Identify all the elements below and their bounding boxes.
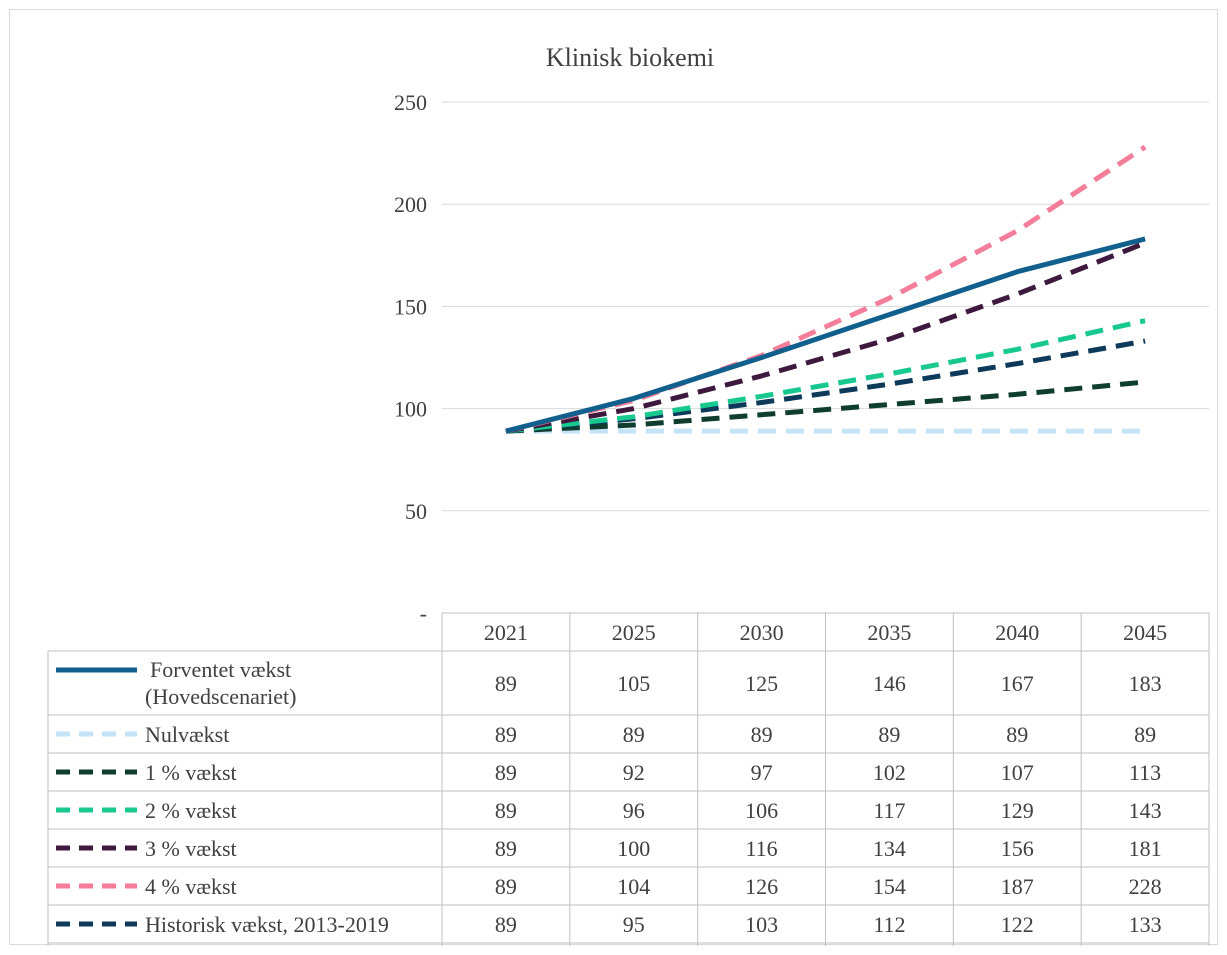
data-label: 92 [623,760,645,785]
data-label: 89 [495,836,517,861]
series-lines [505,144,1147,434]
y-tick-label: - [420,601,427,626]
data-label: 89 [495,671,517,696]
legend-label-1-vækst: 1 % vækst [145,760,237,785]
y-axis-ticks: - 50 100 150 200 250 [394,90,427,626]
data-label: 129 [1001,798,1034,823]
data-label: 183 [1129,671,1162,696]
data-label: 95 [623,912,645,937]
data-label: 102 [873,760,906,785]
data-label: 125 [745,671,778,696]
data-label: 103 [745,912,778,937]
data-label: 89 [495,760,517,785]
data-label: 113 [1129,760,1161,785]
series-line-forventet-vækst-hovedscenariet [505,236,1146,434]
data-label: 89 [623,722,645,747]
chart-svg: Klinisk biokemi - 50 100 150 200 250 2021 2025… [47,43,1210,946]
data-label: 112 [873,912,905,937]
data-label: 143 [1129,798,1162,823]
x-tick-label: 2035 [867,620,911,645]
legend-label-4-vækst: 4 % vækst [145,874,237,899]
data-label: 105 [617,671,650,696]
chart-frame: Klinisk biokemi - 50 100 150 200 250 2021 2025… [9,9,1218,946]
data-label: 117 [873,798,905,823]
legend-label-nulvækst: Nulvækst [145,722,229,747]
series-line-4-vækst [505,144,1147,434]
data-label: 134 [873,836,906,861]
chart-title: Klinisk biokemi [546,43,714,72]
data-label: 89 [1006,722,1028,747]
data-label: 104 [617,874,650,899]
data-label: 181 [1129,836,1162,861]
data-label: 89 [495,912,517,937]
data-label: 187 [1001,874,1034,899]
data-label: 100 [617,836,650,861]
y-tick-label: 200 [394,192,427,217]
series-line-1-vækst [505,379,1146,434]
legend-label-2-vækst: 2 % vækst [145,798,237,823]
data-label: 133 [1129,912,1162,937]
data-label: 122 [1001,912,1034,937]
data-label: 89 [495,874,517,899]
data-label: 89 [495,722,517,747]
data-label: 156 [1001,836,1034,861]
series-line-historisk-vækst-2013-2019 [505,338,1146,434]
series-line-2-vækst [505,318,1146,434]
x-tick-label: 2045 [1123,620,1167,645]
legend-label-line: Forventet vækst [150,657,291,682]
data-label: 89 [1134,722,1156,747]
data-label: 89 [751,722,773,747]
data-label: 96 [623,798,645,823]
legend-label-historisk-vækst-2013-2019: Historisk vækst, 2013-2019 [145,912,389,937]
x-tick-label: 2040 [995,620,1039,645]
data-label: 167 [1001,671,1034,696]
y-tick-label: 150 [394,294,427,319]
data-label: 106 [745,798,778,823]
data-table: 2021 2025 2030 2035 2040 2045 Forventet vækst(… [47,612,1210,946]
legend-label-forventet-vækst-hovedscenariet: Forventet vækst (Hovedscenariet) [145,657,296,709]
x-tick-label: 2025 [612,620,656,645]
data-label: 107 [1001,760,1034,785]
data-label: 89 [878,722,900,747]
data-label: 146 [873,671,906,696]
data-label: 154 [873,874,906,899]
gridlines [442,101,1209,512]
y-tick-label: 50 [405,499,427,524]
legend-label-3-vækst: 3 % vækst [145,836,237,861]
data-label: 97 [751,760,773,785]
x-tick-label: 2021 [484,620,528,645]
y-tick-label: 100 [394,397,427,422]
data-label: 89 [495,798,517,823]
data-label: 116 [745,836,777,861]
data-label: 228 [1129,874,1162,899]
x-tick-label: 2030 [740,620,784,645]
legend-label-line: (Hovedscenariet) [145,684,296,709]
y-tick-label: 250 [394,90,427,115]
data-label: 126 [745,874,778,899]
